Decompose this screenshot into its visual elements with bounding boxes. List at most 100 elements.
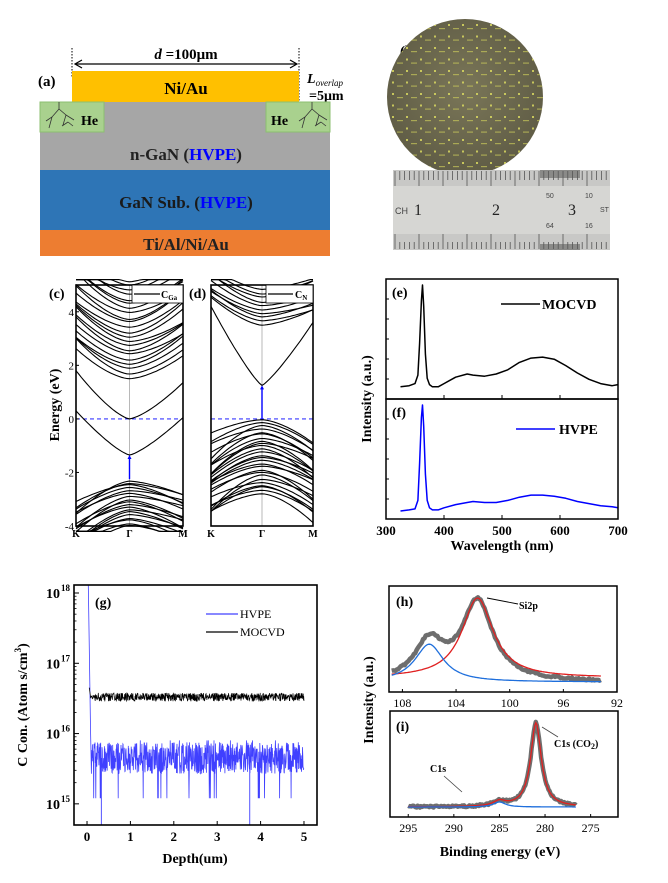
device-pad: [406, 24, 408, 26]
device-pad: [537, 74, 543, 76]
device-pad: [495, 131, 501, 133]
device-pad: [481, 51, 487, 53]
device-pad: [481, 166, 487, 168]
device-pad: [518, 139, 520, 141]
panel-c-label: (c): [49, 287, 65, 302]
device-pad: [481, 154, 487, 156]
device-pad: [467, 154, 473, 156]
xtick-label: 4: [257, 829, 264, 844]
device-pad: [537, 97, 543, 99]
device-pad: [439, 85, 445, 87]
band: [75, 290, 184, 323]
device-pad: [425, 120, 431, 122]
device-pad: [462, 162, 464, 164]
annotation-c1s: C1s: [430, 764, 446, 775]
xtick-label: 100: [501, 696, 519, 710]
series-mocvd: [88, 687, 305, 703]
device-pad: [453, 62, 459, 64]
panel-e-label: (e): [392, 286, 408, 301]
device-pad: [434, 93, 436, 95]
device-pad: [406, 47, 408, 49]
pl-spectrum-e: [400, 284, 619, 388]
ruler-small-64: 64: [546, 223, 554, 230]
device-pad: [476, 139, 478, 141]
device-pad: [448, 127, 450, 130]
device-pad: [425, 85, 431, 87]
device-pad: [434, 127, 436, 130]
device-pad: [434, 70, 436, 72]
device-pad: [392, 70, 394, 72]
device-pad: [504, 24, 506, 26]
device-pad: [467, 97, 473, 99]
band: [76, 514, 184, 532]
device-pad: [462, 35, 464, 38]
device-pad: [462, 58, 464, 61]
fit-secondary-peak: [391, 643, 601, 683]
band: [210, 485, 314, 513]
ylabel-intensity-ef: Intensity (a.u.): [360, 355, 375, 443]
device-pad: [392, 127, 394, 130]
ruler-inch-3: 3: [568, 202, 576, 219]
device-pad: [397, 85, 403, 87]
device-pad: [434, 81, 436, 84]
device-pad: [467, 120, 473, 122]
device-pad: [439, 39, 445, 41]
xtick-label: 290: [445, 821, 463, 835]
device-pad: [481, 62, 487, 64]
ylabel-energy: Energy (eV): [48, 368, 63, 441]
device-pad: [462, 150, 464, 153]
band: [75, 480, 184, 514]
band: [210, 486, 314, 512]
device-pad: [448, 58, 450, 61]
he-label-right: He: [271, 114, 288, 129]
device-pad: [476, 93, 478, 95]
device-pad: [509, 39, 515, 41]
xtick-label: 500: [492, 523, 512, 538]
device-pad: [425, 74, 431, 76]
device-pad: [425, 166, 431, 168]
device-pad: [518, 47, 520, 49]
device-pad: [495, 85, 501, 87]
xtick-label: 280: [536, 821, 554, 835]
crack-tree-icon: [298, 102, 328, 129]
xtick-label: 700: [608, 523, 628, 538]
transition-arrowhead: [127, 455, 132, 460]
annotation-pointer-c1s: [443, 775, 463, 793]
device-pad: [434, 116, 436, 118]
device-pad: [476, 104, 478, 107]
xtick-label: 275: [582, 821, 600, 835]
device-pad: [532, 93, 534, 95]
band: [210, 448, 314, 479]
device-pad: [439, 74, 445, 76]
device-pad: [453, 97, 459, 99]
device-pad: [518, 81, 520, 84]
device-pad: [495, 28, 501, 30]
band: [210, 295, 314, 322]
panel-ef: 300 400 500 600 700 (e) (f) MOCVD HVPE Inten…: [360, 278, 628, 554]
device-pad: [504, 139, 506, 141]
ylabel-intensity-hi: Intensity (a.u.): [362, 656, 377, 744]
panel-g-label: (g): [95, 596, 112, 611]
device-pad: [397, 39, 403, 41]
device-pad: [476, 70, 478, 72]
band: [210, 290, 314, 315]
device-pad: [397, 143, 403, 145]
xtick-label: 104: [447, 696, 465, 710]
band: [210, 463, 314, 486]
band: [75, 316, 184, 352]
band: [210, 459, 314, 484]
device-pad: [495, 166, 501, 168]
device-pad: [509, 74, 515, 76]
device-pad: [532, 162, 534, 164]
device-pad: [448, 81, 450, 84]
device-pad: [425, 39, 431, 41]
device-pad: [490, 35, 492, 38]
band: [75, 483, 184, 509]
xlabel-wavelength: Wavelength (nm): [450, 539, 553, 554]
xtick-label: 2: [171, 829, 178, 844]
device-pad: [392, 93, 394, 95]
device-pad: [476, 58, 478, 61]
sims-profile: [87, 584, 305, 825]
device-pad: [490, 24, 492, 26]
device-pad: [467, 51, 473, 53]
